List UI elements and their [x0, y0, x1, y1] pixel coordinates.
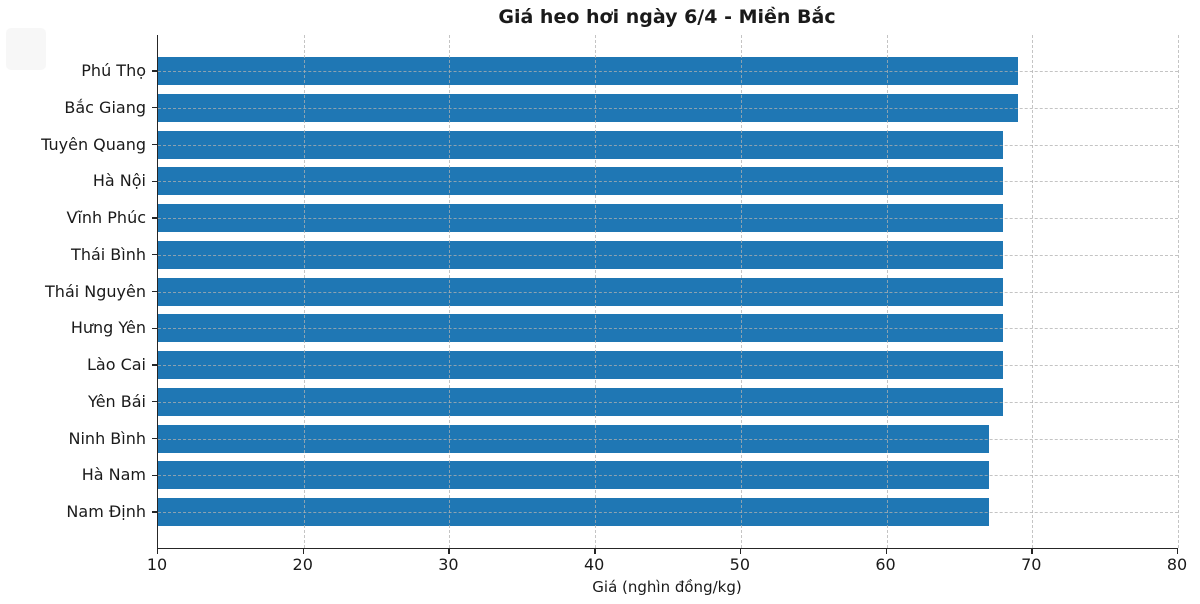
x-tick-mark	[739, 549, 742, 554]
y-tick-mark	[152, 70, 157, 72]
y-tick-label: Thái Bình	[71, 244, 146, 264]
x-tick-mark	[1177, 549, 1179, 554]
gridline-horizontal	[158, 328, 1178, 330]
gridline-horizontal	[158, 291, 1178, 293]
gridline-vertical	[1178, 35, 1179, 548]
x-tick-mark	[594, 549, 596, 554]
x-axis-label: Giá (nghìn đồng/kg)	[592, 578, 742, 596]
watermark	[6, 28, 46, 70]
y-tick-label: Phú Thọ	[81, 61, 146, 80]
gridline-horizontal	[158, 71, 1178, 72]
gridline-horizontal	[158, 218, 1178, 219]
gridline-horizontal	[158, 107, 1178, 109]
y-tick-mark	[152, 401, 157, 403]
y-tick-label: Ninh Bình	[68, 428, 146, 448]
y-tick-mark	[152, 364, 157, 366]
x-tick-label: 80	[1166, 555, 1188, 574]
plot-area	[157, 35, 1179, 549]
x-tick-mark	[302, 549, 305, 554]
y-tick-mark	[152, 327, 157, 329]
y-tick-label: Nam Định	[66, 502, 146, 521]
y-tick-label: Tuyên Quang	[41, 134, 146, 154]
x-tick-mark	[157, 549, 159, 554]
x-tick-label: 60	[875, 555, 896, 574]
gridline-horizontal	[158, 512, 1178, 513]
x-tick-mark	[885, 549, 887, 554]
x-tick-label: 70	[1021, 555, 1042, 574]
x-tick-mark	[448, 549, 450, 554]
gridline-horizontal	[158, 438, 1178, 440]
x-tick-label: 40	[583, 555, 605, 574]
x-tick-mark	[1031, 549, 1033, 554]
chart-title: Giá heo hơi ngày 6/4 - Miền Bắc	[498, 6, 836, 28]
y-tick-mark	[152, 254, 157, 256]
y-tick-mark	[152, 437, 157, 440]
x-tick-label: 30	[438, 555, 459, 574]
y-tick-label: Hưng Yên	[70, 318, 146, 338]
y-tick-label: Hà Nam	[81, 465, 146, 485]
y-tick-mark	[152, 217, 157, 219]
gridline-horizontal	[158, 475, 1178, 477]
y-tick-mark	[152, 180, 157, 182]
gridline-horizontal	[158, 254, 1178, 256]
y-tick-mark	[152, 474, 157, 476]
y-tick-label: Vĩnh Phúc	[66, 208, 146, 227]
y-tick-mark	[152, 511, 157, 513]
y-tick-mark	[152, 143, 157, 146]
y-tick-mark	[152, 290, 157, 293]
y-tick-label: Lào Cai	[86, 355, 146, 374]
gridline-horizontal	[158, 401, 1178, 403]
y-tick-label: Hà Nội	[92, 171, 146, 191]
gridline-horizontal	[158, 181, 1178, 183]
y-tick-label: Yên Bái	[88, 391, 146, 411]
x-tick-label: 10	[146, 555, 168, 574]
y-tick-label: Bắc Giang	[64, 97, 146, 117]
y-tick-label: Thái Nguyên	[45, 281, 146, 301]
x-tick-label: 50	[729, 555, 751, 574]
y-tick-mark	[152, 107, 157, 109]
gridline-horizontal	[158, 365, 1178, 366]
gridline-horizontal	[158, 144, 1178, 146]
x-tick-label: 20	[292, 555, 313, 574]
